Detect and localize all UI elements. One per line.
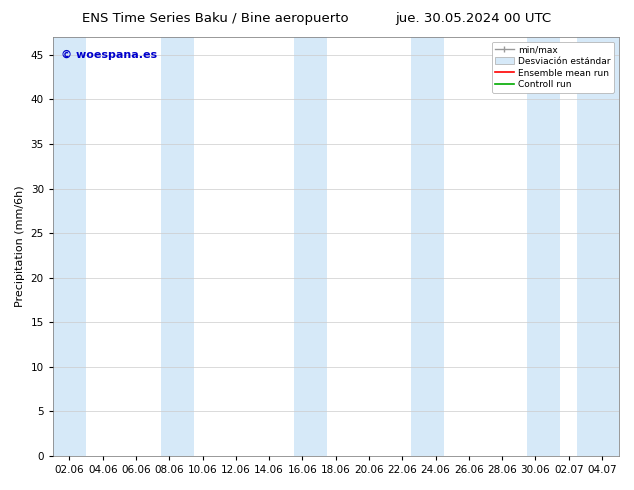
Text: © woespana.es: © woespana.es [61,49,157,60]
Legend: min/max, Desviación estándar, Ensemble mean run, Controll run: min/max, Desviación estándar, Ensemble m… [492,42,614,93]
Bar [161,37,194,456]
Bar [294,37,327,456]
Text: jue. 30.05.2024 00 UTC: jue. 30.05.2024 00 UTC [396,12,552,25]
Bar [53,37,86,456]
Text: ENS Time Series Baku / Bine aeropuerto: ENS Time Series Baku / Bine aeropuerto [82,12,349,25]
Bar [411,37,444,456]
Y-axis label: Precipitation (mm/6h): Precipitation (mm/6h) [15,186,25,307]
Bar [527,37,560,456]
Bar [577,37,619,456]
